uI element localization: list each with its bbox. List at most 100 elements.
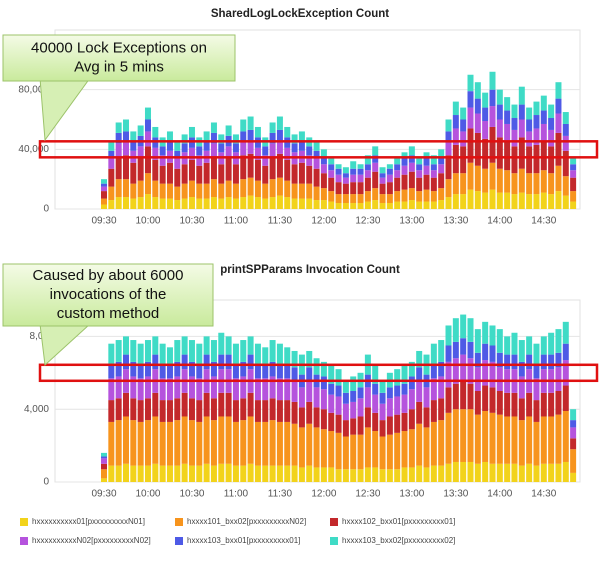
bar-segment (130, 198, 137, 209)
bar-segment (137, 363, 144, 379)
x-tick-label: 14:00 (487, 489, 512, 500)
bar-segment (291, 401, 298, 424)
bar-segment (540, 123, 547, 141)
bar-segment (159, 155, 166, 166)
bar-segment (291, 164, 298, 184)
bar-segment (540, 110, 547, 124)
bar-segment (511, 129, 518, 147)
bar-segment (152, 416, 159, 464)
bar-segment (203, 336, 210, 355)
bar-segment (504, 336, 511, 355)
bar-segment (474, 391, 481, 415)
bar-segment (555, 82, 562, 99)
bar-segment (452, 173, 459, 195)
bar-segment (122, 463, 129, 482)
bar-segment (489, 387, 496, 413)
bar-segment (555, 98, 562, 114)
bar-segment (482, 321, 489, 344)
bar-segment (423, 407, 430, 428)
bar-segment (357, 416, 364, 435)
bar-segment (130, 398, 137, 421)
bar-segment (335, 182, 342, 195)
bar-segment (291, 183, 298, 199)
bar-segment (350, 376, 357, 391)
bar-segment (298, 387, 305, 408)
bar-segment (533, 194, 540, 209)
bar-segment (386, 164, 393, 169)
bar-segment (254, 465, 261, 482)
y-tick-label: 0 (43, 477, 49, 488)
bar-segment (430, 164, 437, 171)
bar-segment (533, 115, 540, 129)
bar-segment (137, 180, 144, 198)
bar-segment (115, 376, 122, 399)
bar-segment (298, 162, 305, 184)
bar-segment (298, 467, 305, 482)
bar-segment (247, 392, 254, 417)
bar-segment (225, 125, 232, 136)
bar-segment (379, 194, 386, 204)
bar-segment (364, 177, 371, 192)
bar-segment (394, 201, 401, 209)
x-tick-label: 13:30 (443, 489, 468, 500)
bar-segment (115, 179, 122, 198)
bar-segment (166, 131, 173, 142)
bar-segment (122, 179, 129, 198)
bar-segment (562, 176, 569, 196)
y-tick-label: 4,000 (24, 404, 49, 415)
bar-segment (504, 110, 511, 124)
bar-segment (416, 423, 423, 466)
bar-segment (423, 165, 430, 175)
bar-segment (482, 411, 489, 462)
bar-segment (144, 340, 151, 362)
bar-segment (108, 150, 115, 159)
bar-segment (328, 365, 335, 384)
bar-segment (174, 398, 181, 421)
bar-segment (122, 131, 129, 142)
bar-segment (122, 336, 129, 355)
bar-segment (386, 398, 393, 417)
bar-segment (460, 146, 467, 174)
bar-segment (445, 387, 452, 413)
bar-segment (210, 398, 217, 421)
bar-segment (152, 354, 159, 370)
bar-segment (247, 116, 254, 130)
bar-segment (526, 107, 533, 120)
bar-segment (306, 465, 313, 482)
bar-segment (269, 156, 276, 180)
bar-segment (284, 400, 291, 422)
bar-segment (276, 195, 283, 209)
bar-segment (247, 177, 254, 196)
bar-segment (218, 463, 225, 482)
bar-segment (379, 403, 386, 421)
bar-segment (115, 465, 122, 482)
bar-segment (262, 465, 269, 482)
bar-segment (284, 180, 291, 198)
bar-segment (144, 420, 151, 466)
bar-segment (218, 416, 225, 464)
bar-segment (137, 343, 144, 364)
bar-segment (159, 146, 166, 156)
bar-segment (328, 383, 335, 395)
bar-segment (254, 159, 261, 181)
x-tick-label: 13:00 (399, 489, 424, 500)
callout-text: Avg in 5 mins (74, 58, 164, 75)
legend-swatch (175, 537, 183, 545)
bar-segment (511, 146, 518, 174)
bar-segment (438, 188, 445, 201)
bar-segment (357, 168, 364, 175)
bar-segment (438, 376, 445, 399)
bar-segment (386, 387, 393, 399)
bar-segment (196, 198, 203, 209)
legend-label: hxxxx102_bxx01[pxxxxxxxxx01] (342, 517, 455, 526)
bar-segment (438, 149, 445, 157)
bar-segment (342, 436, 349, 470)
bar-segment (357, 387, 364, 399)
bar-segment (130, 141, 137, 151)
bar-segment (379, 183, 386, 195)
bar-segment (394, 385, 401, 397)
bar-segment (548, 173, 555, 195)
bar-segment (416, 380, 423, 402)
bar-segment (320, 149, 327, 157)
